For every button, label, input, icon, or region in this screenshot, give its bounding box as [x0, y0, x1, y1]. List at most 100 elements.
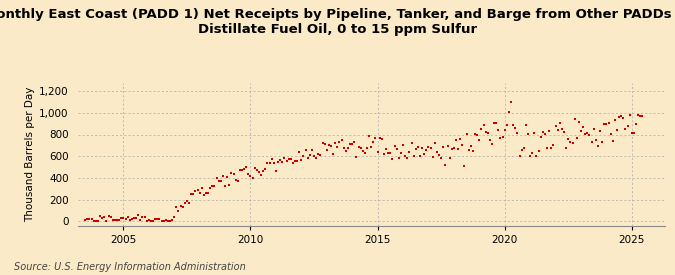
- Point: [552, 127, 563, 132]
- Point: [190, 189, 201, 193]
- Point: [237, 168, 248, 172]
- Point: [254, 170, 265, 175]
- Point: [86, 217, 97, 222]
- Point: [504, 109, 514, 114]
- Point: [550, 124, 561, 129]
- Point: [544, 129, 555, 134]
- Point: [260, 167, 271, 172]
- Point: [514, 154, 525, 158]
- Point: [461, 131, 472, 136]
- Point: [319, 142, 330, 147]
- Text: Monthly East Coast (PADD 1) Net Receipts by Pipeline, Tanker, and Barge from Oth: Monthly East Coast (PADD 1) Net Receipts…: [0, 8, 675, 36]
- Point: [173, 209, 184, 213]
- Point: [349, 140, 360, 145]
- Point: [438, 145, 449, 150]
- Point: [97, 216, 107, 220]
- Point: [80, 218, 90, 222]
- Point: [512, 131, 523, 135]
- Point: [288, 161, 298, 166]
- Point: [128, 216, 139, 221]
- Point: [304, 153, 315, 158]
- Point: [192, 187, 203, 192]
- Point: [171, 205, 182, 209]
- Point: [599, 122, 610, 126]
- Point: [209, 183, 220, 188]
- Point: [325, 144, 336, 148]
- Point: [601, 121, 612, 126]
- Point: [294, 150, 304, 155]
- Point: [275, 158, 286, 163]
- Point: [150, 216, 161, 221]
- Point: [158, 219, 169, 223]
- Point: [508, 123, 518, 127]
- Point: [580, 132, 591, 137]
- Point: [180, 201, 190, 206]
- Point: [418, 152, 429, 156]
- Point: [182, 199, 192, 204]
- Point: [425, 146, 436, 151]
- Point: [336, 138, 347, 142]
- Point: [321, 148, 332, 152]
- Point: [298, 154, 309, 159]
- Point: [284, 157, 294, 161]
- Point: [262, 161, 273, 165]
- Point: [582, 130, 593, 135]
- Point: [404, 150, 414, 154]
- Point: [531, 154, 542, 158]
- Point: [219, 184, 230, 189]
- Point: [381, 147, 392, 151]
- Point: [489, 121, 500, 125]
- Point: [92, 219, 103, 223]
- Point: [392, 146, 402, 151]
- Point: [360, 150, 371, 155]
- Point: [161, 218, 171, 222]
- Point: [446, 147, 457, 151]
- Point: [101, 219, 112, 223]
- Point: [141, 219, 152, 223]
- Point: [554, 121, 565, 125]
- Point: [440, 163, 451, 167]
- Point: [211, 176, 222, 180]
- Point: [410, 147, 421, 151]
- Point: [368, 140, 379, 145]
- Text: Source: U.S. Energy Information Administration: Source: U.S. Energy Information Administ…: [14, 262, 245, 272]
- Point: [118, 216, 129, 220]
- Point: [245, 174, 256, 179]
- Point: [188, 192, 198, 196]
- Point: [277, 160, 288, 164]
- Point: [126, 217, 137, 221]
- Point: [466, 144, 477, 148]
- Point: [217, 174, 228, 178]
- Point: [176, 204, 186, 208]
- Point: [561, 145, 572, 150]
- Point: [453, 147, 464, 152]
- Point: [510, 126, 520, 131]
- Point: [247, 176, 258, 181]
- Point: [408, 154, 419, 158]
- Point: [459, 164, 470, 168]
- Point: [406, 141, 417, 146]
- Point: [347, 142, 358, 146]
- Point: [605, 132, 616, 136]
- Point: [84, 217, 95, 221]
- Point: [370, 136, 381, 141]
- Point: [290, 159, 300, 163]
- Point: [315, 153, 326, 157]
- Point: [548, 143, 559, 147]
- Point: [165, 219, 176, 223]
- Point: [338, 146, 349, 150]
- Point: [522, 132, 533, 136]
- Point: [506, 100, 516, 104]
- Point: [249, 166, 260, 170]
- Point: [241, 165, 252, 169]
- Point: [546, 146, 557, 150]
- Point: [569, 117, 580, 121]
- Point: [387, 156, 398, 161]
- Point: [520, 122, 531, 127]
- Point: [626, 131, 637, 136]
- Point: [364, 134, 375, 138]
- Point: [232, 179, 243, 183]
- Point: [266, 156, 277, 161]
- Y-axis label: Thousand Barrels per Day: Thousand Barrels per Day: [25, 86, 35, 222]
- Point: [366, 145, 377, 149]
